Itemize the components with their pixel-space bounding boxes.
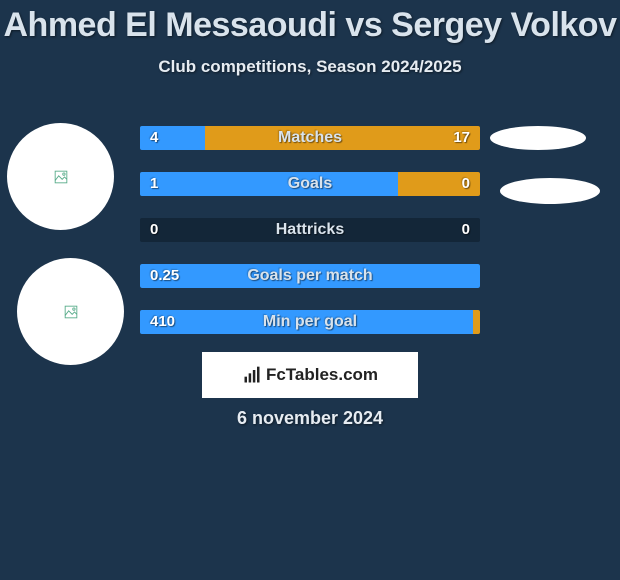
right-oval-1 bbox=[490, 126, 586, 150]
stat-label: Goals per match bbox=[140, 264, 480, 288]
fctables-logo: FcTables.com bbox=[202, 352, 418, 398]
broken-image-icon bbox=[54, 170, 68, 184]
page-title: Ahmed El Messaoudi vs Sergey Volkov bbox=[0, 0, 620, 45]
stat-row: 00Hattricks bbox=[140, 218, 480, 242]
right-oval-2 bbox=[500, 178, 600, 204]
logo-text: FcTables.com bbox=[266, 365, 378, 385]
stat-label: Matches bbox=[140, 126, 480, 150]
stat-label: Min per goal bbox=[140, 310, 480, 334]
bar-chart-icon bbox=[242, 365, 262, 385]
stat-label: Goals bbox=[140, 172, 480, 196]
stats-container: 417Matches 10Goals 00Hattricks 0.25Goals pe… bbox=[140, 126, 480, 356]
broken-image-icon bbox=[64, 305, 78, 319]
page-subtitle: Club competitions, Season 2024/2025 bbox=[0, 57, 620, 77]
stat-label: Hattricks bbox=[140, 218, 480, 242]
player-left-avatar-1 bbox=[7, 123, 114, 230]
player-left-avatar-2 bbox=[17, 258, 124, 365]
stat-row: 410Min per goal bbox=[140, 310, 480, 334]
stat-row: 0.25Goals per match bbox=[140, 264, 480, 288]
stat-row: 417Matches bbox=[140, 126, 480, 150]
stat-row: 10Goals bbox=[140, 172, 480, 196]
date-text: 6 november 2024 bbox=[0, 408, 620, 429]
